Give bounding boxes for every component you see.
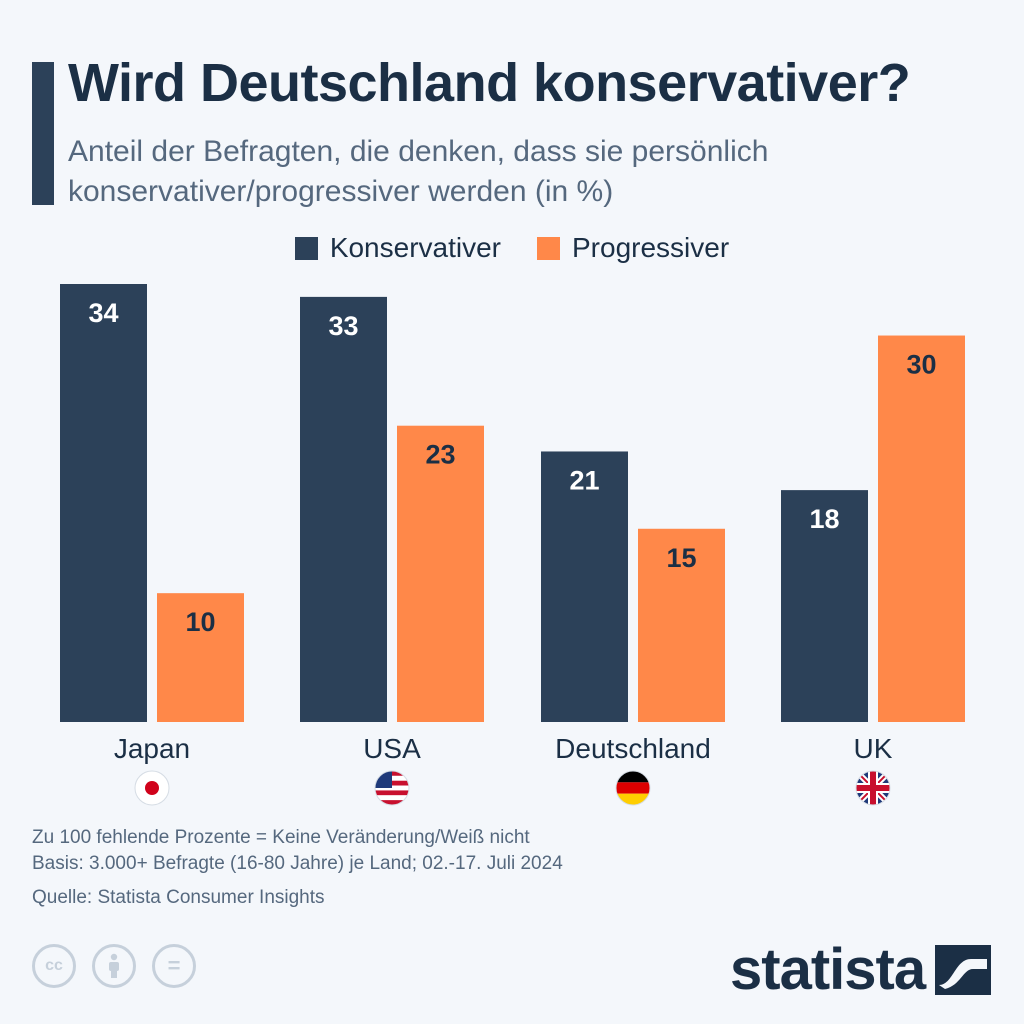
legend-item-konservativer: Konservativer: [294, 232, 501, 264]
chart-subtitle: Anteil der Befragten, die denken, dass s…: [68, 132, 968, 212]
bar-progressiver-deutschland: [638, 528, 725, 722]
bar-konservativer-japan: [60, 284, 147, 722]
data-label-konservativer-japan: 34: [88, 298, 118, 328]
usa-flag-icon: [374, 770, 410, 806]
legend-item-progressiver: Progressiver: [537, 232, 729, 264]
germany-flag-icon: [615, 770, 651, 806]
bar-progressiver-uk: [878, 335, 965, 722]
statista-logo-icon: [935, 944, 992, 995]
cc-icon[interactable]: cc: [32, 944, 76, 988]
subtitle-line-1: Anteil der Befragten, die denken, dass s…: [68, 135, 769, 168]
data-label-konservativer-usa: 33: [328, 311, 358, 341]
footnote-missing-percent: Zu 100 fehlende Prozente = Keine Verände…: [32, 827, 530, 848]
legend-label-konservativer: Konservativer: [329, 232, 501, 263]
data-label-progressiver-deutschland: 15: [666, 543, 696, 573]
data-label-konservativer-uk: 18: [809, 504, 839, 534]
japan-flag-icon: [134, 770, 170, 806]
cc-icon-label: cc: [45, 957, 63, 974]
bar-progressiver-japan: [157, 593, 244, 722]
attribution-person-glyph: [109, 953, 119, 978]
bar-progressiver-usa: [397, 425, 484, 722]
title-accent-bar: [32, 62, 54, 205]
category-label-uk: UK: [854, 733, 893, 764]
license-icons: cc =: [32, 944, 196, 988]
bar-konservativer-usa: [300, 296, 387, 722]
subtitle-line-2: konservativer/progressiver werden (in %): [68, 175, 614, 208]
category-label-deutschland: Deutschland: [555, 733, 711, 764]
legend-label-progressiver: Progressiver: [572, 232, 730, 263]
bar-chart: 34 10 Japan 33 23 USA 21 15 Deutschland 18 30 UK: [60, 284, 965, 806]
legend-swatch-progressiver: [537, 236, 560, 260]
chart-title: Wird Deutschland konservativer?: [68, 53, 911, 113]
data-label-konservativer-deutschland: 21: [569, 465, 599, 495]
data-label-progressiver-usa: 23: [425, 440, 455, 470]
footnote-basis: Basis: 3.000+ Befragte (16-80 Jahre) je …: [32, 853, 563, 874]
attribution-icon[interactable]: [92, 944, 136, 988]
data-label-progressiver-uk: 30: [906, 350, 936, 380]
nd-icon-label: =: [167, 953, 181, 978]
brand-name: statista: [730, 937, 926, 1002]
category-label-usa: USA: [363, 733, 421, 764]
chart-legend: Konservativer Progressiver: [0, 226, 1024, 270]
category-label-japan: Japan: [114, 733, 190, 764]
bar-konservativer-deutschland: [541, 451, 628, 722]
source-text: Quelle: Statista Consumer Insights: [32, 887, 325, 908]
no-derivatives-icon[interactable]: =: [152, 944, 196, 988]
uk-flag-icon: [855, 770, 891, 806]
bar-konservativer-uk: [781, 490, 868, 722]
statista-brand[interactable]: statista: [730, 936, 992, 1003]
legend-swatch-konservativer: [294, 236, 318, 260]
data-label-progressiver-japan: 10: [185, 607, 215, 637]
